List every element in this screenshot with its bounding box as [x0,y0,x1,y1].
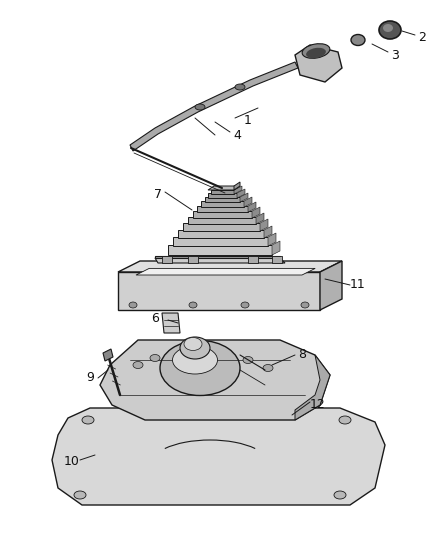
Polygon shape [193,211,251,218]
Text: 1: 1 [244,114,251,126]
Ellipse shape [243,357,252,364]
Text: 7: 7 [154,188,162,200]
Polygon shape [267,233,276,246]
Polygon shape [201,201,244,207]
Polygon shape [173,237,267,246]
Ellipse shape [350,35,364,45]
Polygon shape [177,230,263,238]
Ellipse shape [240,302,248,308]
Polygon shape [255,213,263,224]
Text: 4: 4 [233,128,240,141]
Polygon shape [247,202,255,212]
Polygon shape [272,256,281,263]
Ellipse shape [172,346,217,374]
Ellipse shape [382,24,392,32]
Polygon shape [294,45,341,82]
Polygon shape [247,256,258,263]
Polygon shape [319,261,341,310]
Polygon shape [162,313,180,333]
Polygon shape [155,258,284,263]
Polygon shape [233,182,240,190]
Ellipse shape [184,337,201,351]
Text: 11: 11 [350,279,365,292]
Polygon shape [244,197,251,207]
Polygon shape [237,189,244,198]
Polygon shape [130,62,297,151]
Ellipse shape [194,104,205,110]
Polygon shape [233,186,241,194]
Ellipse shape [301,44,329,58]
Text: 9: 9 [86,372,94,384]
Ellipse shape [300,302,308,308]
Ellipse shape [305,48,325,58]
Ellipse shape [82,416,94,424]
Polygon shape [187,256,198,263]
Polygon shape [272,241,279,255]
Polygon shape [240,193,247,202]
Ellipse shape [333,491,345,499]
Polygon shape [197,206,247,212]
Polygon shape [263,226,272,238]
Ellipse shape [262,365,272,372]
Text: 2: 2 [417,30,425,44]
Polygon shape [211,190,233,194]
Ellipse shape [159,341,240,395]
Polygon shape [100,340,329,420]
Polygon shape [208,193,237,198]
Text: 10: 10 [64,456,80,469]
Text: 3: 3 [390,49,398,61]
Text: 8: 8 [297,349,305,361]
Polygon shape [205,197,240,202]
Ellipse shape [74,491,86,499]
Ellipse shape [129,302,137,308]
Polygon shape [118,261,341,272]
Polygon shape [52,408,384,505]
Polygon shape [118,272,319,310]
Ellipse shape [150,354,159,361]
Ellipse shape [133,361,143,368]
Polygon shape [294,355,329,420]
Ellipse shape [234,84,244,90]
Polygon shape [162,256,172,263]
Polygon shape [155,256,279,258]
Text: 6: 6 [151,311,159,325]
Ellipse shape [180,337,209,359]
Polygon shape [136,269,314,275]
Ellipse shape [338,416,350,424]
Ellipse shape [378,21,400,39]
Polygon shape [259,219,267,231]
Polygon shape [187,217,255,224]
Polygon shape [103,349,113,361]
Polygon shape [251,207,259,218]
Text: 12: 12 [309,399,325,411]
Polygon shape [208,186,240,190]
Polygon shape [168,245,272,255]
Ellipse shape [189,302,197,308]
Polygon shape [183,223,259,231]
